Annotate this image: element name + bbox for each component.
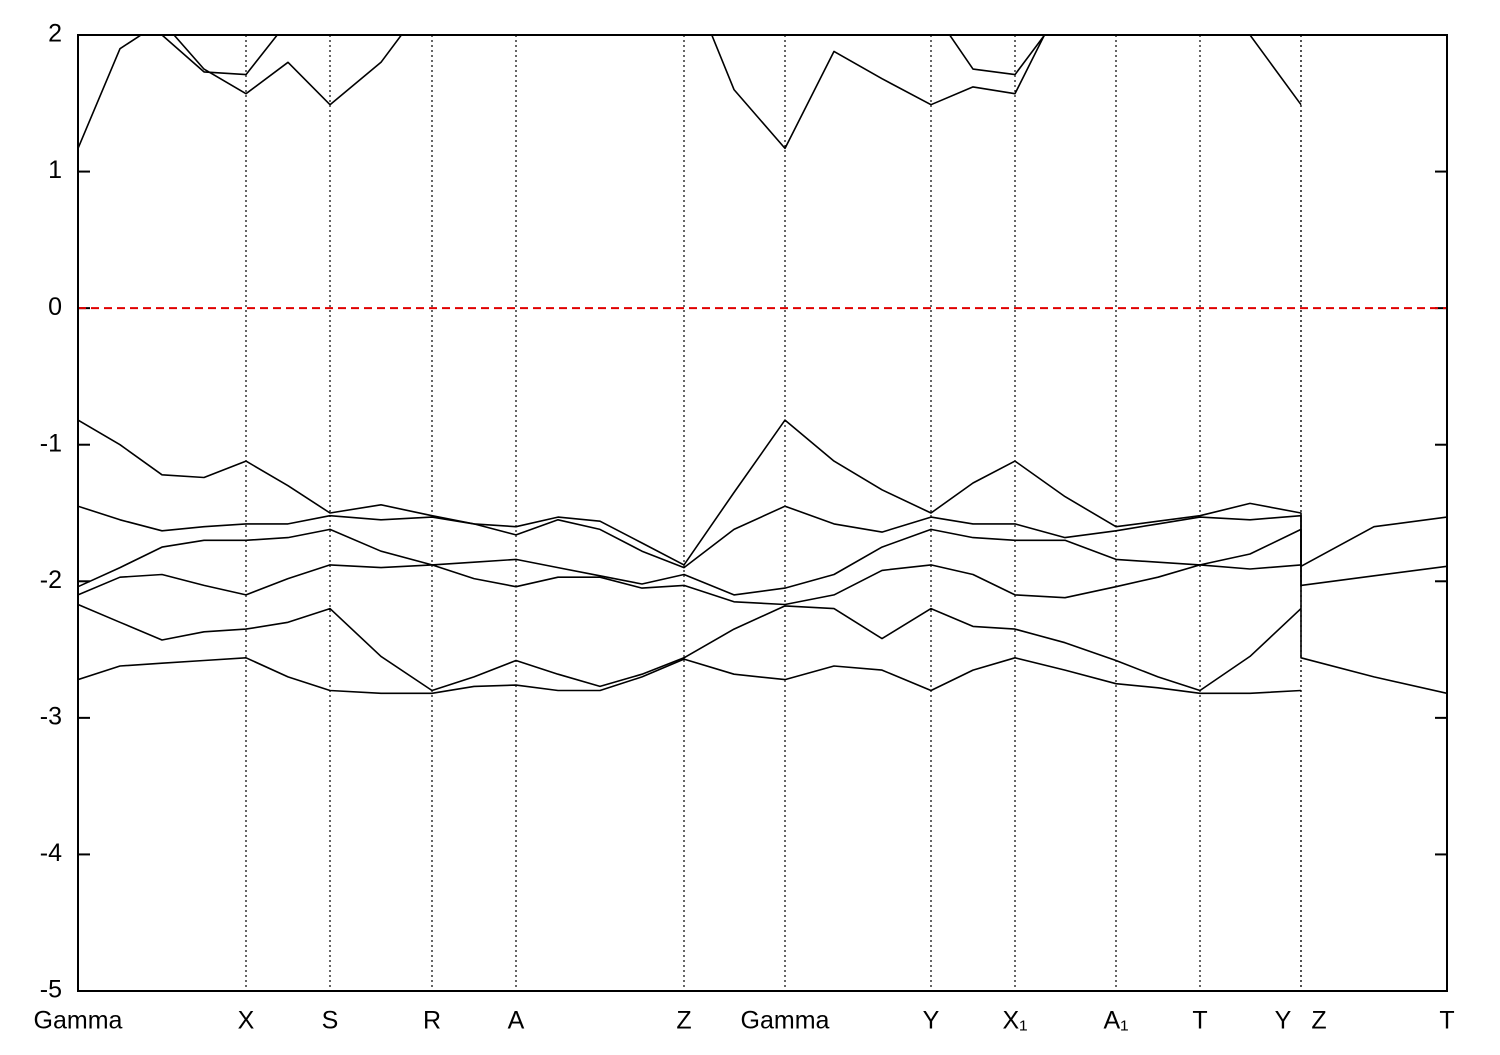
y-tick-label: -2 <box>40 566 62 594</box>
x-tick-label: T <box>1439 1007 1454 1035</box>
band-line <box>78 528 1447 695</box>
band-line <box>160 35 1046 76</box>
y-tick-label: -4 <box>40 839 62 867</box>
x-tick-label: Gamma <box>34 1007 123 1035</box>
x-tick-label: A <box>508 1007 525 1035</box>
y-tick-label: 2 <box>48 20 62 48</box>
bands <box>78 35 1447 695</box>
band-line <box>78 603 1302 692</box>
x-tick-label: Y <box>1275 1007 1292 1035</box>
x-tick-label: T <box>1192 1007 1207 1035</box>
y-tick-label: -5 <box>40 976 62 1004</box>
x-tick-label: X <box>238 1007 255 1035</box>
y-tick-label: -1 <box>40 429 62 457</box>
grid <box>77 34 1448 992</box>
band-line <box>78 657 1302 695</box>
band-line <box>78 505 1447 587</box>
y-tick-label: -3 <box>40 702 62 730</box>
x-tick-label: Gamma <box>741 1007 830 1035</box>
x-tick-label: A₁ <box>1103 1007 1128 1035</box>
x-tick-label: Z <box>676 1007 691 1035</box>
x-tick-label: S <box>322 1007 339 1035</box>
band-line <box>78 564 1302 606</box>
x-tick-label: Y <box>923 1007 940 1035</box>
y-tick-label: 0 <box>48 293 62 321</box>
x-tick-label: Z <box>1311 1007 1326 1035</box>
x-tick-label: R <box>423 1007 441 1035</box>
y-tick-label: 1 <box>48 156 62 184</box>
band-line <box>78 35 1302 150</box>
plot-frame <box>77 34 1448 992</box>
band-line <box>78 419 1447 568</box>
x-tick-label: X₁ <box>1002 1007 1027 1035</box>
